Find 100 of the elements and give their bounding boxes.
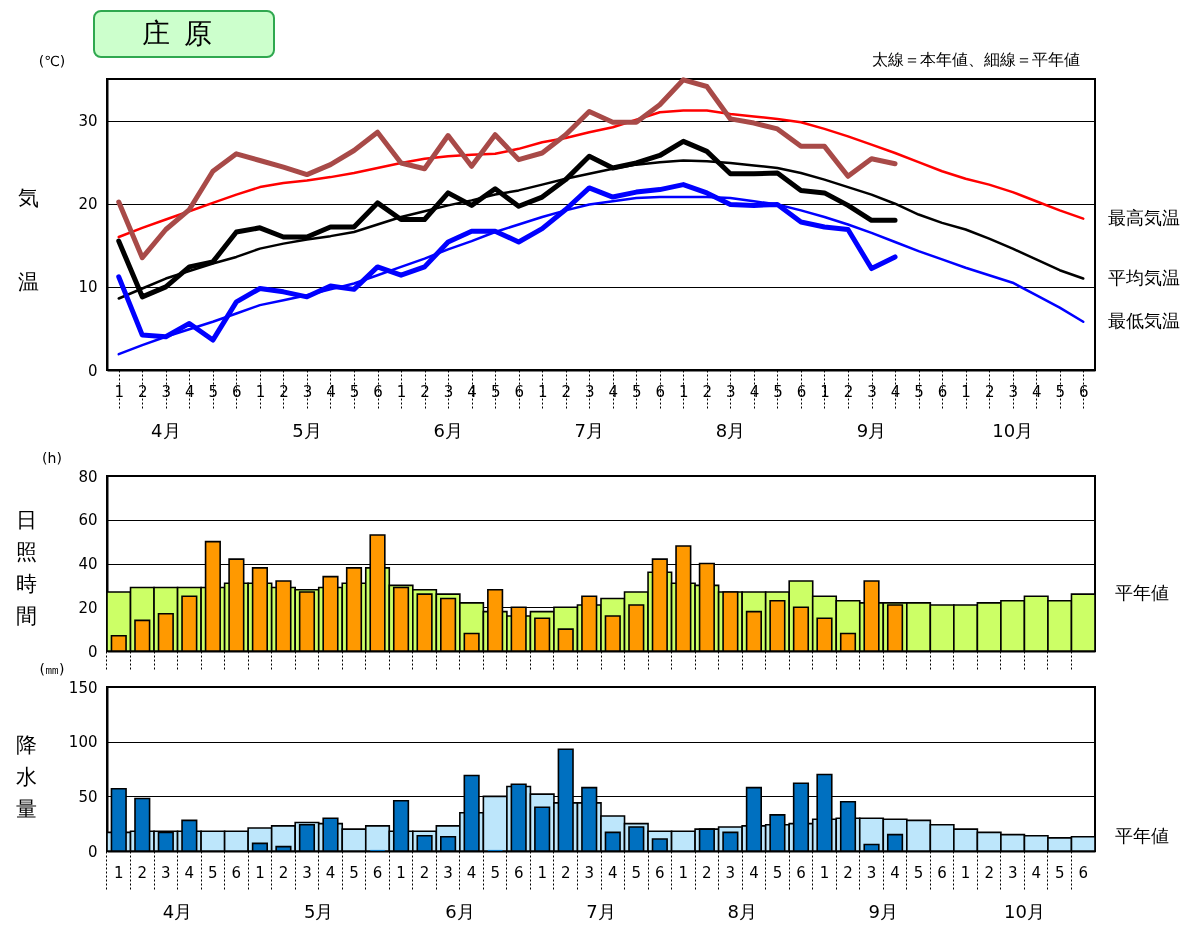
y-tick-label: 40 [78,555,98,573]
x-tick-label: 1 [820,382,830,401]
y-tick-label: 100 [68,733,98,752]
y-tick-label: 150 [68,678,98,697]
y-tick-label: 20 [78,195,98,214]
x-tick-label: 1 [255,863,265,882]
x-tick-label: 5 [349,863,359,882]
text: 6月 [433,420,463,441]
chart-subtitle: 太線＝本年値、細線＝平年値 [872,50,1080,69]
x-tick-label: 6 [514,382,524,401]
x-tick-label: 5 [913,863,924,882]
x-tick-label: 4 [467,382,477,401]
x-tick-label: 5 [773,382,783,401]
x-tick-label: 5 [632,382,642,401]
text: 9月 [856,420,887,441]
x-tick-label: 4 [607,863,618,882]
y-tick-label: 0 [87,642,98,661]
x-tick-label: 4 [185,382,195,401]
x-tick-label: 2 [984,382,995,401]
x-tick-label: 5 [772,863,783,882]
x-tick-label: 3 [161,382,172,401]
x-tick-label: 6 [232,382,242,401]
y-tick-label: 60 [78,511,98,530]
x-tick-label: 1 [113,863,124,882]
x-tick-label: 2 [137,863,148,882]
chart-title: 庄原 [93,10,275,58]
x-tick-label: 6 [796,382,807,401]
series-label: 平均気温 [1108,266,1181,288]
x-tick-label: 2 [561,382,571,401]
x-tick-label: 6 [513,863,524,882]
x-tick-label: 4 [325,863,336,882]
x-tick-label: 5 [349,382,360,401]
text: 8月 [715,420,746,441]
x-tick-label: 3 [725,863,736,882]
y-tick-label: 10 [78,278,98,297]
series-label: 平年値 [1115,824,1170,846]
text: 9月 [868,901,899,922]
x-tick-label: 3 [302,382,313,401]
x-tick-label: 1 [537,863,547,882]
text: (℃) [38,53,66,69]
text: 4月 [151,420,181,441]
y-axis-title: 降水量 [16,732,38,823]
text: 5月 [303,901,334,922]
x-tick-label: 4 [749,382,760,401]
x-tick-label: 6 [655,382,666,401]
x-tick-label: 2 [843,863,853,882]
x-tick-label: 2 [702,382,713,401]
x-tick-label: 5 [631,863,642,882]
text: 7月 [574,420,604,441]
x-tick-label: 4 [184,863,195,882]
x-tick-label: 4 [326,382,336,401]
x-tick-label: 5 [208,863,218,882]
x-tick-label: 3 [726,382,736,401]
x-tick-label: 5 [914,382,924,401]
x-tick-label: 5 [490,863,500,882]
x-tick-label: 4 [1031,863,1041,882]
y-tick-label: 50 [78,787,98,806]
x-tick-label: 4 [1031,382,1042,401]
x-tick-label: 6 [1078,863,1089,882]
x-tick-label: 3 [161,863,171,882]
text: 気温 [18,186,39,294]
x-tick-label: 1 [396,863,406,882]
x-tick-label: 5 [1054,863,1065,882]
text: (h) [42,450,62,466]
series-label: 最低気温 [1108,309,1181,331]
y-tick-label: 80 [78,467,98,486]
text: 10月 [992,420,1034,441]
x-tick-label: 4 [608,382,619,401]
text: 10月 [1003,901,1045,922]
y-tick-label: 30 [78,112,98,131]
x-tick-label: 1 [960,863,971,882]
x-tick-label: 3 [584,382,595,401]
y-axis-title: 日照時間 [16,507,38,630]
x-tick-label: 2 [843,382,854,401]
x-tick-label: 2 [279,382,289,401]
text: 6月 [445,901,475,922]
x-tick-label: 2 [702,863,712,882]
x-tick-label: 2 [419,863,430,882]
x-tick-label: 6 [372,863,383,882]
x-tick-label: 2 [138,382,148,401]
series-label: 平年値 [1115,582,1170,604]
x-tick-label: 6 [937,382,948,401]
x-tick-label: 5 [1055,382,1065,401]
x-tick-label: 6 [937,863,947,882]
x-tick-label: 6 [373,382,383,401]
text: 4月 [162,901,193,922]
series-label: 最高気温 [1108,206,1181,228]
x-tick-label: 5 [208,382,219,401]
y-tick-label: 0 [87,842,98,861]
x-tick-label: 4 [749,863,759,882]
x-tick-label: 6 [231,863,242,882]
text: 8月 [727,901,757,922]
x-tick-label: 3 [443,863,453,882]
x-tick-label: 4 [890,863,900,882]
x-tick-label: 4 [890,382,901,401]
x-tick-label: 6 [796,863,806,882]
text: 7月 [586,901,616,922]
y-tick-label: 20 [78,598,98,617]
x-tick-label: 1 [678,863,689,882]
text: 5月 [292,420,322,441]
